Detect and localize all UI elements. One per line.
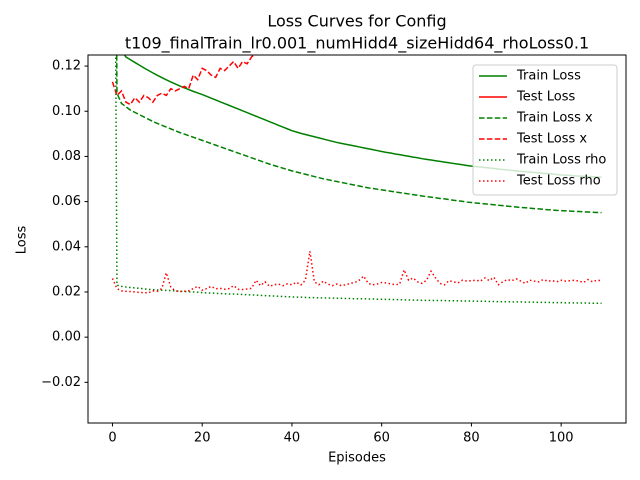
axes-frame xyxy=(87,54,627,424)
x-axis-label: Episodes xyxy=(328,451,386,466)
series-line xyxy=(115,55,602,214)
y-tick-label: 0.04 xyxy=(52,239,81,254)
x-tick-label: 40 xyxy=(284,431,301,446)
series-line xyxy=(111,251,602,294)
series-line xyxy=(114,55,602,305)
x-tick-label: 60 xyxy=(373,431,390,446)
legend-label: Test Loss rho xyxy=(516,174,601,189)
legend-label: Train Loss xyxy=(516,69,581,84)
x-tick-label: 80 xyxy=(463,431,480,446)
legend: Train Loss Test Loss Train Loss x Test Loss… xyxy=(472,64,618,196)
chart-subtitle: t109_finalTrain_lr0.001_numHidd4_sizeHid… xyxy=(125,34,589,54)
y-tick-label: 0.12 xyxy=(52,59,81,74)
legend-label: Test Loss xyxy=(516,90,575,105)
legend-box xyxy=(472,64,618,196)
y-axis-label: Loss xyxy=(15,226,30,255)
y-tick-label: 0.08 xyxy=(52,149,81,164)
y-tick-label: −0.02 xyxy=(41,375,81,390)
chart-title: Loss Curves for Config xyxy=(267,12,446,31)
y-tick-label: 0.10 xyxy=(52,104,81,119)
y-tick-label: 0.02 xyxy=(52,284,81,299)
legend-label: Train Loss rho xyxy=(516,153,606,168)
legend-label: Test Loss x xyxy=(516,132,587,147)
x-tick-label: 100 xyxy=(549,431,574,446)
y-tick-label: 0.06 xyxy=(52,194,81,209)
y-tick-label: 0.00 xyxy=(52,330,81,345)
x-tick-label: 0 xyxy=(108,431,116,446)
legend-label: Train Loss x xyxy=(516,111,593,126)
x-tick-label: 20 xyxy=(194,431,211,446)
